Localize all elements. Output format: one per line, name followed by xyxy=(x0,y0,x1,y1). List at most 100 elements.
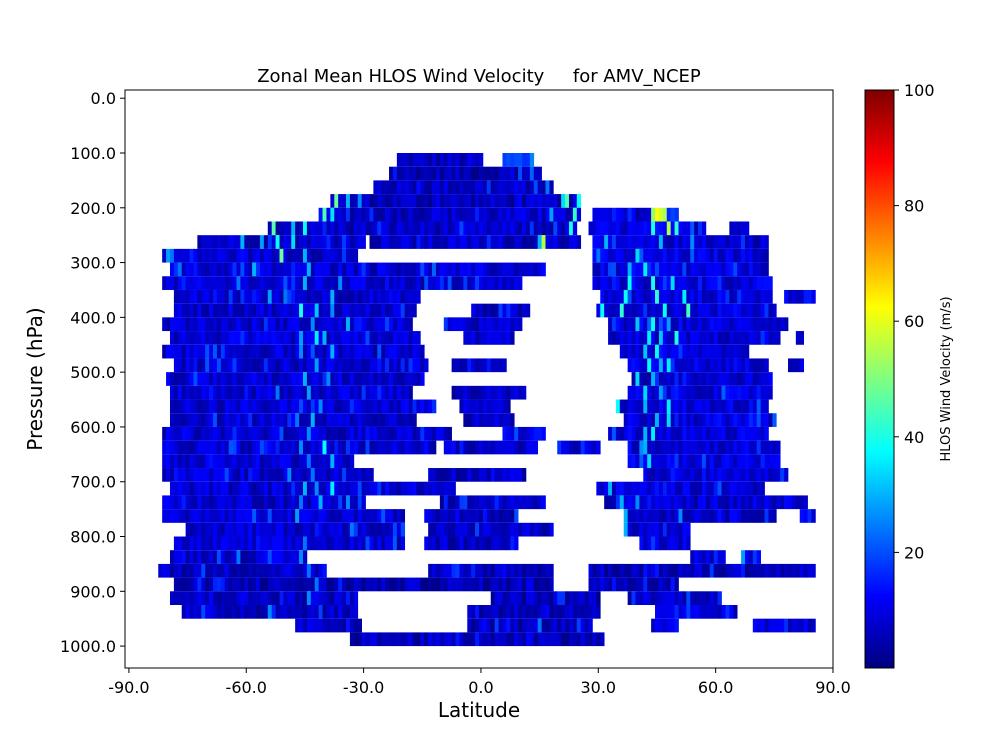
heatmap-cell xyxy=(244,563,249,578)
heatmap-cell xyxy=(240,468,245,482)
heatmap-cell xyxy=(232,522,237,537)
heatmap-cell xyxy=(557,194,562,208)
heatmap-cell xyxy=(600,262,605,277)
heatmap-cell xyxy=(322,317,327,332)
heatmap-cell xyxy=(514,591,519,605)
heatmap-cell xyxy=(576,207,582,222)
heatmap-cell xyxy=(228,248,233,263)
heatmap-cell xyxy=(408,166,413,181)
heatmap-cell xyxy=(506,221,511,236)
heatmap-cell xyxy=(776,317,781,332)
heatmap-cell xyxy=(690,235,695,249)
heatmap-cell xyxy=(334,317,339,332)
heatmap-cell xyxy=(510,563,515,578)
heatmap-cell xyxy=(533,194,539,208)
heatmap-cell xyxy=(169,563,175,578)
heatmap-cell xyxy=(498,180,503,195)
heatmap-cell xyxy=(181,509,186,523)
heatmap-cell xyxy=(435,509,441,523)
heatmap-cell xyxy=(588,563,593,578)
heatmap-cell xyxy=(216,522,222,537)
heatmap-cell xyxy=(658,317,664,332)
heatmap-cell xyxy=(506,440,511,455)
heatmap-cell xyxy=(459,495,464,510)
heatmap-cell xyxy=(240,372,245,386)
heatmap-cell xyxy=(744,509,750,523)
heatmap-cell xyxy=(514,577,519,592)
heatmap-cell xyxy=(467,413,472,427)
heatmap-cell xyxy=(322,303,327,318)
heatmap-cell xyxy=(291,577,296,592)
heatmap-cell xyxy=(471,180,476,195)
heatmap-cell xyxy=(658,207,664,222)
heatmap-cell xyxy=(424,153,429,167)
heatmap-cell xyxy=(420,426,425,441)
heatmap-cell xyxy=(713,372,718,386)
heatmap-cell xyxy=(502,618,507,633)
heatmap-cell xyxy=(428,563,433,578)
heatmap-cell xyxy=(302,454,308,469)
heatmap-cell xyxy=(248,289,253,304)
heatmap-cell xyxy=(256,495,261,510)
heatmap-cell xyxy=(666,563,672,578)
heatmap-cell xyxy=(330,331,335,345)
heatmap-cell xyxy=(400,509,406,523)
heatmap-cell xyxy=(666,207,672,222)
heatmap-cell xyxy=(717,344,722,359)
heatmap-cell xyxy=(455,276,460,290)
heatmap-cell xyxy=(216,440,222,455)
heatmap-cell xyxy=(224,454,230,469)
heatmap-cell xyxy=(306,454,312,469)
heatmap-cell xyxy=(807,563,812,578)
heatmap-cell xyxy=(205,563,210,578)
heatmap-cell xyxy=(256,372,261,386)
heatmap-cell xyxy=(639,358,644,373)
heatmap-cell xyxy=(361,194,366,208)
heatmap-cell xyxy=(514,262,519,277)
heatmap-cell xyxy=(447,153,452,167)
heatmap-cell xyxy=(424,536,429,551)
heatmap-cell xyxy=(244,317,249,332)
heatmap-cell xyxy=(295,358,300,373)
heatmap-cell xyxy=(349,276,355,290)
heatmap-cell xyxy=(592,276,597,290)
heatmap-cell xyxy=(756,618,761,633)
heatmap-cell xyxy=(252,509,257,523)
heatmap-cell xyxy=(291,563,296,578)
heatmap-cell xyxy=(635,399,640,414)
heatmap-cell xyxy=(651,276,656,290)
heatmap-cell xyxy=(522,632,527,647)
heatmap-cell xyxy=(392,166,398,181)
heatmap-cell xyxy=(635,495,640,510)
heatmap-cell xyxy=(244,481,249,496)
heatmap-cell xyxy=(475,509,480,523)
heatmap-cell xyxy=(189,509,194,523)
heatmap-cell xyxy=(662,331,668,345)
heatmap-cell xyxy=(600,563,605,578)
heatmap-cell xyxy=(799,358,805,373)
heatmap-cell xyxy=(306,618,312,633)
heatmap-cell xyxy=(647,481,652,496)
heatmap-cell xyxy=(768,440,773,455)
heatmap-cell xyxy=(447,194,452,208)
heatmap-cell xyxy=(326,618,331,633)
heatmap-cell xyxy=(651,618,656,633)
heatmap-cell xyxy=(385,536,390,551)
heatmap-cell xyxy=(522,385,527,400)
heatmap-cell xyxy=(244,577,249,592)
heatmap-cell xyxy=(291,426,296,441)
heatmap-cell xyxy=(494,331,499,345)
heatmap-cell xyxy=(627,221,632,236)
heatmap-cell xyxy=(224,605,230,619)
heatmap-cell xyxy=(346,207,351,222)
heatmap-cell xyxy=(271,372,276,386)
heatmap-cell xyxy=(392,426,398,441)
heatmap-cell xyxy=(451,221,456,236)
heatmap-cell xyxy=(525,605,531,619)
heatmap-cell xyxy=(651,344,656,359)
heatmap-cell xyxy=(299,605,304,619)
heatmap-cell xyxy=(510,577,515,592)
heatmap-cell xyxy=(502,413,507,427)
heatmap-cell xyxy=(326,591,331,605)
